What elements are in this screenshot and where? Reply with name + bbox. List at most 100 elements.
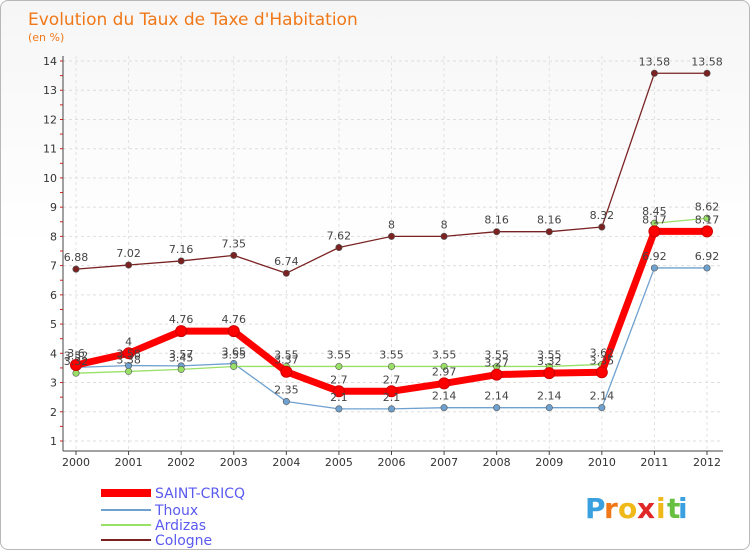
point-saint-cricq bbox=[595, 366, 608, 379]
data-label-thoux: 3.52 bbox=[64, 349, 89, 362]
point-cologne bbox=[387, 232, 395, 240]
chart-subtitle: (en %) bbox=[28, 31, 64, 44]
y-tick-label: 10 bbox=[43, 172, 57, 185]
point-ardizas bbox=[440, 362, 448, 370]
data-label-ardizas: 3.55 bbox=[379, 348, 404, 361]
brand-letter: i bbox=[678, 492, 688, 525]
data-label-ardizas: 3.38 bbox=[116, 353, 141, 366]
point-thoux bbox=[387, 405, 395, 413]
brand-letter: o bbox=[618, 492, 637, 525]
data-label-saint-cricq: 2.7 bbox=[383, 373, 401, 386]
data-label-saint-cricq: 2.7 bbox=[330, 373, 348, 386]
point-thoux bbox=[493, 404, 501, 412]
point-cologne bbox=[177, 257, 185, 265]
data-label-cologne: 7.16 bbox=[169, 243, 194, 256]
data-label-cologne: 8.32 bbox=[590, 209, 615, 222]
data-label-ardizas: 3.45 bbox=[169, 351, 194, 364]
data-label-cologne: 13.58 bbox=[691, 55, 723, 68]
data-label-thoux: 2.14 bbox=[432, 390, 457, 403]
data-label-cologne: 13.58 bbox=[639, 55, 671, 68]
y-tick-label: 14 bbox=[43, 55, 57, 68]
data-label-cologne: 6.88 bbox=[64, 251, 89, 264]
chart-title: Evolution du Taux de Taxe d'Habitation bbox=[28, 10, 358, 30]
brand-letter: P bbox=[585, 492, 606, 525]
data-label-cologne: 6.74 bbox=[274, 255, 299, 268]
data-label-saint-cricq: 8.17 bbox=[642, 213, 667, 226]
data-label-cologne: 8.16 bbox=[537, 214, 562, 227]
brand-letter: t bbox=[667, 492, 680, 525]
data-label-thoux: 6.92 bbox=[642, 250, 667, 263]
point-ardizas bbox=[703, 214, 711, 222]
x-tick-label: 2002 bbox=[167, 456, 195, 469]
data-label-cologne: 8.16 bbox=[484, 214, 509, 227]
point-saint-cricq bbox=[385, 385, 398, 398]
point-saint-cricq bbox=[543, 367, 556, 380]
data-label-saint-cricq: 2.97 bbox=[432, 365, 457, 378]
point-saint-cricq bbox=[280, 365, 293, 378]
point-saint-cricq bbox=[701, 225, 713, 238]
point-ardizas bbox=[387, 362, 395, 370]
data-label-cologne: 8 bbox=[388, 218, 395, 231]
x-tick-label: 2006 bbox=[378, 456, 406, 469]
data-label-saint-cricq: 3.37 bbox=[274, 354, 299, 367]
data-label-ardizas: 3.55 bbox=[484, 348, 509, 361]
data-label-thoux: 2.14 bbox=[590, 390, 615, 403]
point-ardizas bbox=[177, 365, 185, 373]
x-tick-label: 2000 bbox=[62, 456, 90, 469]
data-label-saint-cricq: 4 bbox=[125, 335, 132, 348]
point-saint-cricq bbox=[648, 225, 661, 238]
data-label-cologne: 7.02 bbox=[116, 247, 141, 260]
data-label-saint-cricq: 4.76 bbox=[169, 313, 194, 326]
x-tick-label: 2009 bbox=[535, 456, 563, 469]
x-tick-label: 2001 bbox=[115, 456, 143, 469]
data-label-thoux: 2.14 bbox=[537, 390, 562, 403]
data-label-ardizas: 3.55 bbox=[537, 348, 562, 361]
point-thoux bbox=[703, 264, 711, 272]
x-tick-label: 2012 bbox=[693, 456, 721, 469]
data-label-thoux: 2.35 bbox=[274, 384, 299, 397]
data-label-ardizas: 3.55 bbox=[327, 348, 352, 361]
brand-letter: x bbox=[637, 492, 655, 525]
data-label-ardizas: 3.55 bbox=[222, 348, 247, 361]
x-tick-label: 2008 bbox=[483, 456, 511, 469]
data-label-cologne: 7.35 bbox=[222, 237, 247, 250]
point-saint-cricq bbox=[332, 385, 345, 398]
data-label-cologne: 8 bbox=[441, 218, 448, 231]
data-label-saint-cricq: 3.27 bbox=[484, 357, 509, 370]
y-tick-label: 9 bbox=[50, 201, 57, 214]
point-thoux bbox=[335, 405, 343, 413]
point-thoux bbox=[545, 404, 553, 412]
point-cologne bbox=[545, 228, 553, 236]
legend-label-thoux: Thoux bbox=[154, 503, 198, 519]
data-label-thoux: 3.57 bbox=[169, 348, 194, 361]
data-label-ardizas: 3.55 bbox=[274, 348, 299, 361]
data-label-saint-cricq: 3.32 bbox=[537, 355, 562, 368]
data-label-saint-cricq: 4.76 bbox=[222, 313, 247, 326]
point-cologne bbox=[493, 228, 501, 236]
point-saint-cricq bbox=[122, 347, 135, 360]
point-thoux bbox=[598, 404, 606, 412]
data-label-ardizas: 8.62 bbox=[695, 200, 720, 213]
point-cologne bbox=[703, 69, 711, 77]
data-label-saint-cricq: 3.6 bbox=[67, 347, 85, 360]
x-tick-label: 2004 bbox=[272, 456, 300, 469]
data-label-cologne: 7.62 bbox=[327, 229, 352, 242]
point-thoux bbox=[440, 404, 448, 412]
brand-letter: i bbox=[656, 492, 666, 525]
data-label-ardizas: 3.62 bbox=[590, 346, 615, 359]
series-layer bbox=[70, 69, 713, 413]
y-tick-label: 2 bbox=[50, 406, 57, 419]
data-label-thoux: 6.92 bbox=[695, 250, 720, 263]
point-ardizas bbox=[335, 362, 343, 370]
x-tick-label: 2011 bbox=[640, 456, 668, 469]
y-tick-label: 4 bbox=[50, 347, 57, 360]
y-tick-label: 7 bbox=[50, 260, 57, 273]
data-label-ardizas: 3.55 bbox=[432, 348, 457, 361]
point-cologne bbox=[230, 251, 238, 259]
y-tick-label: 3 bbox=[50, 377, 57, 390]
legend-label-ardizas: Ardizas bbox=[155, 518, 206, 534]
